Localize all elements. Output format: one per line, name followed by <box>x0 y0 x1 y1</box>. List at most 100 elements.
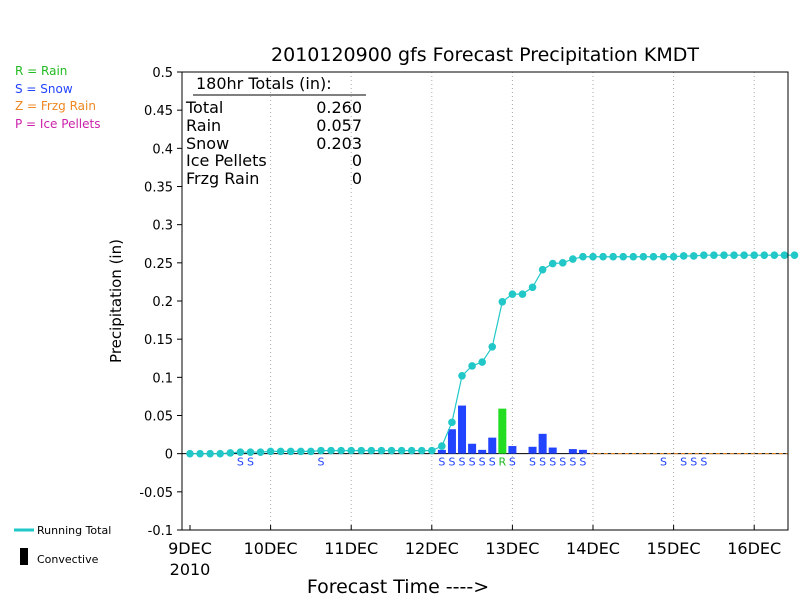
running-total-point <box>689 252 698 260</box>
running-total-point <box>428 446 436 455</box>
running-total-point <box>518 290 527 298</box>
running-total-point <box>448 418 456 427</box>
precip-type-label: S <box>539 456 546 469</box>
y-tick-label: 0.5 <box>152 66 173 81</box>
running-total-point <box>297 447 305 456</box>
precip-type-label: S <box>700 456 707 469</box>
x-axis-label: Forecast Time ----> <box>307 576 489 598</box>
y-tick-label: 0.4 <box>152 142 173 157</box>
y-tick-label: 0.45 <box>144 104 173 119</box>
running-total-point <box>438 442 446 450</box>
x-tick-label: 16DEC <box>727 539 781 558</box>
running-total-point <box>357 446 366 455</box>
y-tick-label: 0.05 <box>144 410 173 425</box>
totals-label-rain: Rain <box>186 116 221 135</box>
running-total-point <box>639 252 648 261</box>
x-tick-label: 13DEC <box>485 539 539 558</box>
legend-rain: R = Rain <box>15 64 68 78</box>
snow-bar <box>508 446 517 454</box>
running-total-point <box>196 449 204 458</box>
y-tick-label: -0.05 <box>139 486 173 501</box>
legend-ice-pellets: P = Ice Pellets <box>15 117 101 131</box>
snow-bar <box>468 443 477 454</box>
precip-type-label: S <box>529 456 536 469</box>
x-tick-label: 11DEC <box>324 539 378 558</box>
running-total-point <box>619 252 628 261</box>
bottom-legend: Running Total Convective <box>14 524 111 566</box>
precip-type-label: S <box>690 456 697 469</box>
running-total-point <box>186 449 194 458</box>
running-total-point <box>679 252 688 260</box>
running-total-point <box>599 252 607 261</box>
legend-frzg-rain: Z = Frzg Rain <box>15 99 96 113</box>
running-total-point <box>226 449 235 457</box>
running-total-point <box>266 447 275 456</box>
snow-bar <box>488 437 497 454</box>
precip-type-label: S <box>579 456 586 469</box>
running-total-point <box>669 252 678 261</box>
running-total-point <box>256 448 265 456</box>
running-total-point <box>337 446 345 455</box>
y-tick-label: 0.15 <box>144 333 173 348</box>
x-tick-label: 10DEC <box>244 539 298 558</box>
running-total-point <box>216 449 225 458</box>
running-total-legend-label: Running Total <box>37 524 111 537</box>
totals-value-frzg-rain: 0 <box>352 169 362 188</box>
y-tick-label: 0.25 <box>144 257 173 272</box>
precip-type-label: S <box>559 456 566 469</box>
snow-bar <box>578 449 587 454</box>
precip-type-label: R <box>498 456 506 469</box>
running-total-point <box>700 251 708 259</box>
running-total-point <box>327 446 335 455</box>
running-total-point <box>498 297 507 306</box>
rain-bar <box>498 408 507 454</box>
precip-type-label: S <box>479 456 486 469</box>
running-total-point <box>317 446 325 455</box>
running-total-point <box>579 252 587 261</box>
totals-label-snow: Snow <box>186 134 229 153</box>
running-total-point <box>760 251 769 259</box>
running-total-point <box>387 446 396 455</box>
y-axis-ticks: -0.1 -0.05 0 0.05 0.1 0.15 0.2 0.25 0.3 0.35 0.4 0.… <box>139 66 182 539</box>
running-total-point <box>347 446 356 455</box>
chart-title: 2010120900 gfs Forecast Precipitation KM… <box>271 44 699 66</box>
running-total-point <box>286 447 295 456</box>
running-total-point <box>569 255 577 263</box>
y-tick-label: 0.35 <box>144 181 173 196</box>
precip-type-label: S <box>469 456 476 469</box>
totals-label-frzg-rain: Frzg Rain <box>186 169 259 188</box>
snow-bar <box>447 429 456 454</box>
precip-type-label: S <box>549 456 556 469</box>
running-total-point <box>558 259 567 267</box>
running-total-point <box>488 343 497 351</box>
totals-header: 180hr Totals (in): <box>196 74 332 93</box>
precip-bars <box>437 405 587 454</box>
snow-bar <box>528 446 537 454</box>
running-total-point <box>478 358 486 366</box>
y-tick-label: 0.3 <box>152 219 173 234</box>
x-axis-ticks: 9DEC 2010 10DEC 11DEC 12DEC 13DEC 14DEC 15DEC 16… <box>168 525 781 579</box>
snow-bar <box>548 447 557 454</box>
precip-type-label: S <box>317 456 324 469</box>
totals-label-ice-pellets: Ice Pellets <box>186 151 267 170</box>
precip-type-label: S <box>438 456 445 469</box>
running-total-point <box>649 252 658 261</box>
y-tick-label: 0 <box>165 448 173 463</box>
precip-type-label: S <box>489 456 496 469</box>
totals-value-rain: 0.057 <box>316 116 362 135</box>
snow-bar <box>458 405 467 454</box>
totals-value-ice-pellets: 0 <box>352 151 362 170</box>
x-tick-label: 15DEC <box>647 539 701 558</box>
running-total-point <box>740 251 748 259</box>
running-total-point <box>307 447 315 456</box>
running-total-point <box>659 252 668 261</box>
running-total-point <box>710 251 718 259</box>
running-total-point <box>780 251 789 259</box>
totals-value-snow: 0.203 <box>316 134 362 153</box>
snow-bar <box>568 449 577 454</box>
y-tick-label: -0.1 <box>148 524 173 539</box>
y-axis-label: Precipitation (in) <box>107 239 125 363</box>
y-tick-label: 0.2 <box>152 295 173 310</box>
running-total-point <box>589 252 597 261</box>
